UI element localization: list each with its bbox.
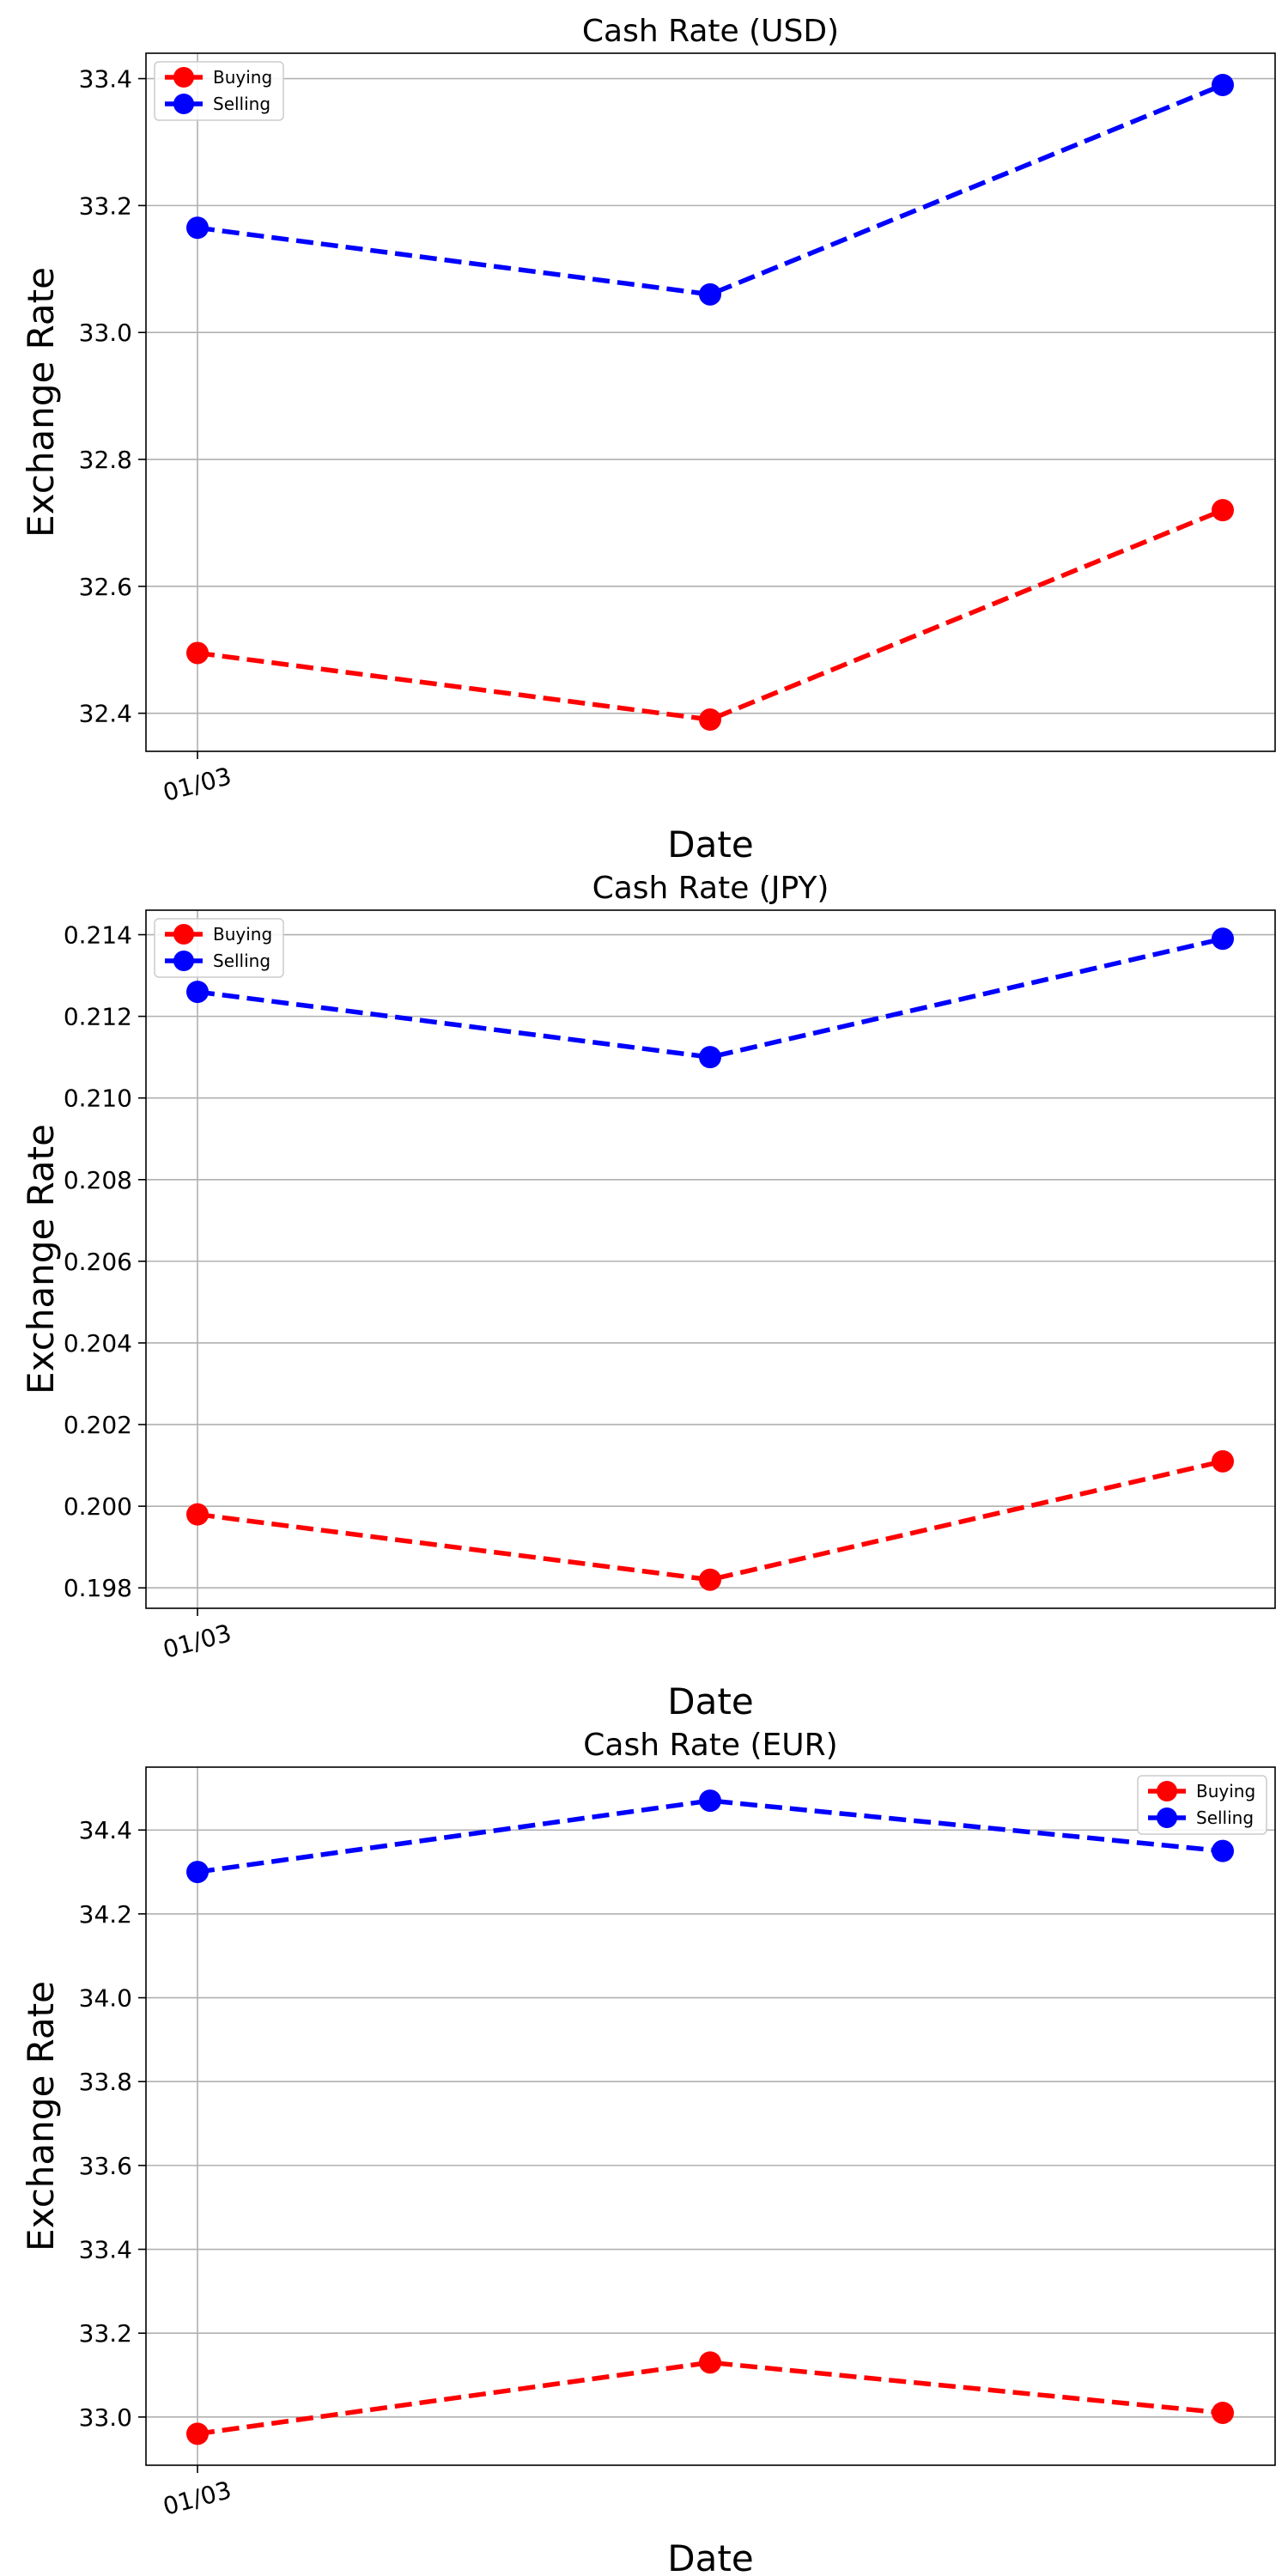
chart-title: Cash Rate (JPY) [592, 871, 829, 906]
axes-frame [145, 1766, 1276, 2466]
y-axis-label: Exchange Rate [20, 1981, 62, 2251]
legend-label-selling: Selling [213, 951, 270, 971]
series-line-buying [197, 1459, 1224, 1583]
y-tick-label: 32.8 [79, 446, 132, 474]
data-point-selling [699, 1046, 721, 1069]
legend-marker-selling [1157, 1807, 1177, 1828]
data-point-buying [1212, 2401, 1234, 2424]
legend: Buying Selling [1137, 1775, 1267, 1835]
data-point-selling [186, 216, 209, 240]
data-point-selling [1212, 1839, 1234, 1862]
y-tick-label: 33.4 [79, 65, 132, 94]
series-line-selling [197, 1798, 1224, 1874]
y-tick-label: 33.2 [79, 191, 132, 220]
y-tick-label: 0.212 [64, 1003, 132, 1031]
y-tick-label: 0.202 [64, 1411, 132, 1439]
legend: Buying Selling [154, 61, 284, 121]
y-tick-label: 0.204 [64, 1329, 132, 1358]
chart-title: Cash Rate (USD) [582, 14, 839, 49]
x-tick-label: 01/03 [160, 2476, 234, 2521]
y-tick-label: 34.2 [79, 1900, 132, 1929]
y-tick-label: 0.210 [64, 1084, 132, 1113]
data-point-selling [186, 1861, 209, 1884]
legend-marker-buying [173, 67, 194, 88]
legend-marker-selling [173, 951, 194, 971]
y-axis-label: Exchange Rate [20, 267, 62, 538]
legend-label-buying: Buying [1196, 1781, 1255, 1801]
data-point-buying [699, 2351, 721, 2374]
y-tick-label: 33.6 [79, 2152, 132, 2180]
x-tick-label: 01/03 [160, 1619, 234, 1664]
legend-marker-selling [173, 94, 194, 114]
data-point-selling [699, 1789, 721, 1813]
legend: Buying Selling [154, 918, 284, 978]
data-point-buying [186, 641, 209, 665]
y-tick-label: 0.206 [64, 1248, 132, 1276]
legend-label-buying: Buying [213, 67, 272, 88]
chart-2: 33.0 33.2 33.4 33.6 33.8 34.0 34.2 34.4 01/03 Cas… [20, 1728, 1276, 2576]
y-tick-label: 0.198 [64, 1574, 132, 1602]
legend-label-selling: Selling [213, 94, 270, 114]
series-line-selling [197, 936, 1224, 1060]
y-tick-label: 33.0 [79, 2403, 132, 2432]
data-point-buying [699, 708, 721, 732]
x-axis-label: Date [667, 2537, 753, 2576]
legend-label-selling: Selling [1196, 1807, 1254, 1828]
data-point-buying [1212, 499, 1234, 522]
data-point-buying [186, 2422, 209, 2445]
y-tick-label: 33.0 [79, 319, 132, 347]
y-tick-label: 0.200 [64, 1492, 132, 1521]
x-tick-label: 01/03 [160, 762, 234, 807]
y-tick-label: 0.208 [64, 1166, 132, 1194]
y-tick-label: 33.4 [79, 2236, 132, 2264]
data-point-buying [186, 1503, 209, 1526]
chart-1: 0.198 0.200 0.202 0.204 0.206 0.208 0.210 0.212… [20, 871, 1276, 1722]
legend-label-buying: Buying [213, 924, 272, 945]
data-point-buying [699, 1568, 721, 1591]
data-point-buying [1212, 1449, 1234, 1473]
series-line-buying [197, 2360, 1224, 2437]
legend-marker-buying [1157, 1781, 1177, 1801]
chart-title: Cash Rate (EUR) [583, 1728, 837, 1763]
y-tick-label: 34.4 [79, 1816, 132, 1844]
chart-0: 32.4 32.6 32.8 33.0 33.2 33.4 01/03 Cash Rate (… [20, 14, 1276, 866]
axes-frame [145, 52, 1276, 752]
data-point-selling [1212, 927, 1234, 951]
y-axis-label: Exchange Rate [20, 1124, 62, 1394]
y-tick-label: 33.8 [79, 2068, 132, 2096]
axes-frame [145, 909, 1276, 1609]
data-point-selling [1212, 73, 1234, 96]
series-line-buying [197, 507, 1224, 722]
x-axis-label: Date [667, 823, 753, 866]
series-line-selling [197, 82, 1224, 297]
y-tick-label: 32.6 [79, 573, 132, 601]
data-point-selling [699, 283, 721, 306]
legend-marker-buying [173, 924, 194, 945]
data-point-selling [186, 981, 209, 1004]
y-tick-label: 33.2 [79, 2319, 132, 2348]
y-tick-label: 32.4 [79, 700, 132, 728]
y-tick-label: 34.0 [79, 1984, 132, 2013]
x-axis-label: Date [667, 1680, 753, 1722]
y-tick-label: 0.214 [64, 921, 132, 950]
